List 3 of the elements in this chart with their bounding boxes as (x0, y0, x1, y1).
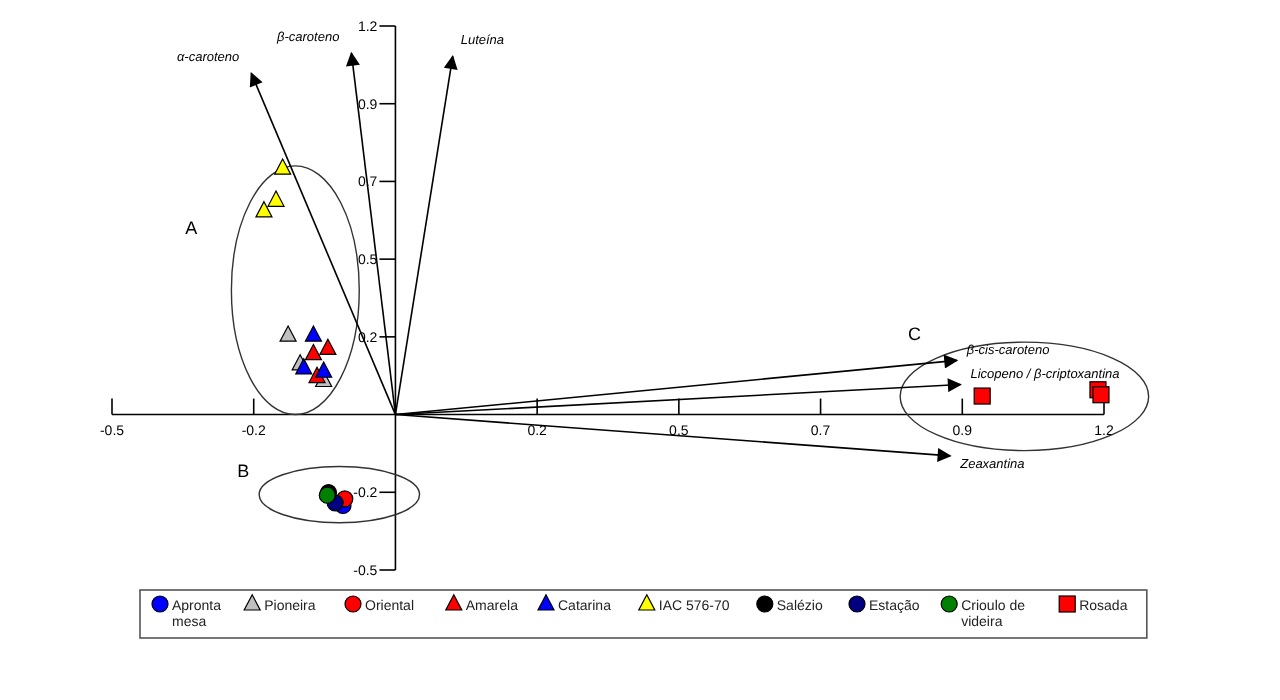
annotation: C (907, 324, 922, 345)
annotation: B (237, 460, 250, 481)
annotation: A (185, 218, 198, 239)
